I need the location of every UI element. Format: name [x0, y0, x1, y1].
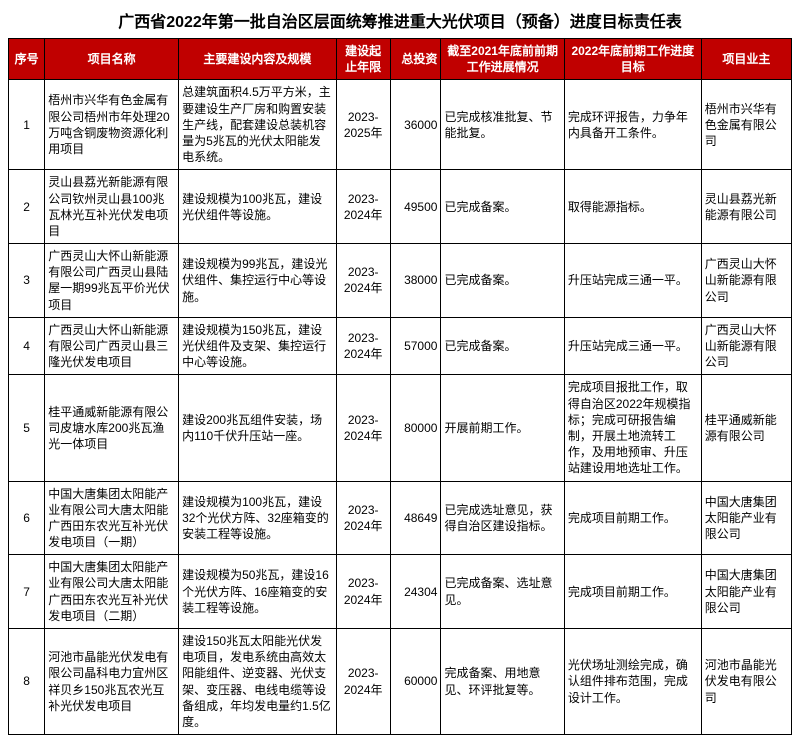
cell-prog22: 取得能源指标。	[564, 170, 701, 244]
cell-invest: 48649	[390, 481, 441, 555]
th-period: 建设起止年限	[336, 39, 390, 80]
cell-prog21: 完成备案、用地意见、环评批复等。	[441, 629, 564, 735]
cell-owner: 河池市晶能光伏发电有限公司	[701, 629, 791, 735]
table-row: 1梧州市兴华有色金属有限公司梧州市年处理20万吨含铜废物资源化利用项目总建筑面积…	[9, 80, 792, 170]
th-prog21: 截至2021年底前前期工作进展情况	[441, 39, 564, 80]
cell-scope: 建设规模为100兆瓦，建设32个光伏方阵、32座箱变的安装工程等设施。	[179, 481, 337, 555]
cell-owner: 梧州市兴华有色金属有限公司	[701, 80, 791, 170]
cell-scope: 建设规模为50兆瓦，建设16个光伏方阵、16座箱变的安装工程等设施。	[179, 555, 337, 629]
cell-period: 2023-2024年	[336, 170, 390, 244]
cell-period: 2023-2025年	[336, 80, 390, 170]
cell-scope: 建设规模为99兆瓦，建设光伏组件、集控运行中心等设施。	[179, 244, 337, 318]
cell-prog21: 开展前期工作。	[441, 375, 564, 481]
cell-invest: 60000	[390, 629, 441, 735]
table-row: 2灵山县荔光新能源有限公司钦州灵山县100兆瓦林光互补光伏发电项目建设规模为10…	[9, 170, 792, 244]
cell-scope: 建设规模为100兆瓦，建设光伏组件等设施。	[179, 170, 337, 244]
cell-idx: 2	[9, 170, 45, 244]
cell-name: 梧州市兴华有色金属有限公司梧州市年处理20万吨含铜废物资源化利用项目	[45, 80, 179, 170]
cell-name: 灵山县荔光新能源有限公司钦州灵山县100兆瓦林光互补光伏发电项目	[45, 170, 179, 244]
page-title: 广西省2022年第一批自治区层面统筹推进重大光伏项目（预备）进度目标责任表	[8, 8, 792, 32]
cell-prog22: 完成项目报批工作，取得自治区2022年规模指标；完成可研报告编制，开展土地流转工…	[564, 375, 701, 481]
th-scope: 主要建设内容及规模	[179, 39, 337, 80]
cell-owner: 中国大唐集团太阳能产业有限公司	[701, 555, 791, 629]
cell-invest: 36000	[390, 80, 441, 170]
cell-invest: 24304	[390, 555, 441, 629]
cell-period: 2023-2024年	[336, 629, 390, 735]
cell-prog22: 完成环评报告，力争年内具备开工条件。	[564, 80, 701, 170]
cell-invest: 49500	[390, 170, 441, 244]
cell-name: 中国大唐集团太阳能产业有限公司大唐太阳能广西田东农光互补光伏发电项目（二期）	[45, 555, 179, 629]
cell-owner: 广西灵山大怀山新能源有限公司	[701, 317, 791, 375]
cell-prog22: 光伏场址测绘完成，确认组件排布范围，完成设计工作。	[564, 629, 701, 735]
table-header-row: 序号 项目名称 主要建设内容及规模 建设起止年限 总投资 截至2021年底前前期…	[9, 39, 792, 80]
cell-name: 广西灵山大怀山新能源有限公司广西灵山县三隆光伏发电项目	[45, 317, 179, 375]
cell-name: 桂平通威新能源有限公司皮塘水库200兆瓦渔光一体项目	[45, 375, 179, 481]
cell-idx: 7	[9, 555, 45, 629]
table-row: 6中国大唐集团太阳能产业有限公司大唐太阳能广西田东农光互补光伏发电项目（一期）建…	[9, 481, 792, 555]
cell-owner: 中国大唐集团太阳能产业有限公司	[701, 481, 791, 555]
table-row: 3广西灵山大怀山新能源有限公司广西灵山县陆屋一期99兆瓦平价光伏项目建设规模为9…	[9, 244, 792, 318]
cell-owner: 桂平通威新能源有限公司	[701, 375, 791, 481]
cell-owner: 广西灵山大怀山新能源有限公司	[701, 244, 791, 318]
cell-idx: 5	[9, 375, 45, 481]
cell-owner: 灵山县荔光新能源有限公司	[701, 170, 791, 244]
cell-prog22: 升压站完成三通一平。	[564, 317, 701, 375]
project-table: 序号 项目名称 主要建设内容及规模 建设起止年限 总投资 截至2021年底前前期…	[8, 38, 792, 735]
cell-idx: 6	[9, 481, 45, 555]
cell-prog21: 已完成备案。	[441, 244, 564, 318]
cell-prog22: 完成项目前期工作。	[564, 481, 701, 555]
cell-idx: 1	[9, 80, 45, 170]
cell-idx: 3	[9, 244, 45, 318]
cell-period: 2023-2024年	[336, 375, 390, 481]
cell-prog21: 已完成选址意见，获得自治区建设指标。	[441, 481, 564, 555]
cell-name: 中国大唐集团太阳能产业有限公司大唐太阳能广西田东农光互补光伏发电项目（一期）	[45, 481, 179, 555]
cell-scope: 建设200兆瓦组件安装，场内110千伏升压站一座。	[179, 375, 337, 481]
cell-idx: 4	[9, 317, 45, 375]
th-owner: 项目业主	[701, 39, 791, 80]
cell-name: 河池市晶能光伏发电有限公司晶科电力宜州区祥贝乡150兆瓦农光互补光伏发电项目	[45, 629, 179, 735]
cell-period: 2023-2024年	[336, 555, 390, 629]
cell-invest: 80000	[390, 375, 441, 481]
cell-period: 2023-2024年	[336, 481, 390, 555]
table-row: 7中国大唐集团太阳能产业有限公司大唐太阳能广西田东农光互补光伏发电项目（二期）建…	[9, 555, 792, 629]
cell-scope: 总建筑面积4.5万平方米，主要建设生产厂房和购置安装生产线，配套建设总装机容量为…	[179, 80, 337, 170]
cell-scope: 建设150兆瓦太阳能光伏发电项目，发电系统由高效太阳能组件、逆变器、光伏支架、变…	[179, 629, 337, 735]
cell-name: 广西灵山大怀山新能源有限公司广西灵山县陆屋一期99兆瓦平价光伏项目	[45, 244, 179, 318]
cell-scope: 建设规模为150兆瓦，建设光伏组件及支架、集控运行中心等设施。	[179, 317, 337, 375]
cell-prog22: 升压站完成三通一平。	[564, 244, 701, 318]
cell-idx: 8	[9, 629, 45, 735]
th-name: 项目名称	[45, 39, 179, 80]
cell-prog21: 已完成核准批复、节能批复。	[441, 80, 564, 170]
cell-invest: 57000	[390, 317, 441, 375]
cell-invest: 38000	[390, 244, 441, 318]
cell-period: 2023-2024年	[336, 317, 390, 375]
cell-prog21: 已完成备案、选址意见。	[441, 555, 564, 629]
cell-prog21: 已完成备案。	[441, 317, 564, 375]
th-idx: 序号	[9, 39, 45, 80]
table-row: 8河池市晶能光伏发电有限公司晶科电力宜州区祥贝乡150兆瓦农光互补光伏发电项目建…	[9, 629, 792, 735]
table-row: 5桂平通威新能源有限公司皮塘水库200兆瓦渔光一体项目建设200兆瓦组件安装，场…	[9, 375, 792, 481]
table-row: 4广西灵山大怀山新能源有限公司广西灵山县三隆光伏发电项目建设规模为150兆瓦，建…	[9, 317, 792, 375]
cell-period: 2023-2024年	[336, 244, 390, 318]
th-prog22: 2022年底前期工作进度目标	[564, 39, 701, 80]
cell-prog22: 完成项目前期工作。	[564, 555, 701, 629]
cell-prog21: 已完成备案。	[441, 170, 564, 244]
th-invest: 总投资	[390, 39, 441, 80]
